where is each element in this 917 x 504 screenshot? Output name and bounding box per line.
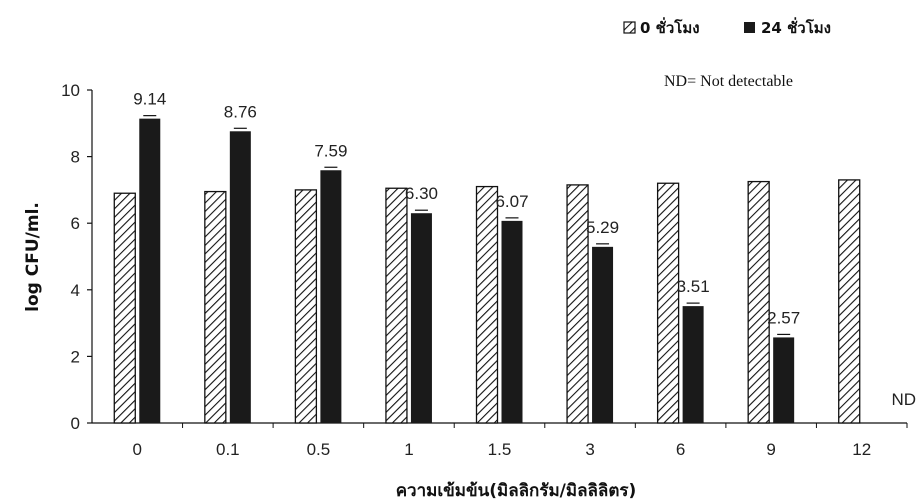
legend: 0 ชั่วโมง 24 ชั่วโมง	[623, 17, 831, 37]
bar-0h	[204, 190, 227, 424]
data-labels: 9.14 8.76 7.59 6.30 6.07 5.29 3.51 2.57 ND	[133, 90, 916, 409]
bar-24h	[682, 306, 704, 423]
x-tick-label: 0.5	[307, 440, 331, 459]
x-tick-label: 1.5	[488, 440, 512, 459]
bar-0h	[747, 180, 770, 424]
x-axis-title: ความเข้มข้น(มิลลิกรัม/มิลลิลิตร)	[396, 481, 637, 501]
y-tick-label: 4	[71, 281, 80, 300]
y-tick-label: 10	[61, 81, 80, 100]
data-label-24h: 8.76	[224, 102, 257, 121]
bar-24h	[410, 213, 432, 423]
bar-0h	[113, 192, 136, 424]
data-label-24h: 3.51	[677, 277, 710, 296]
bar-24h	[139, 118, 161, 423]
x-tick-label: 3	[585, 440, 594, 459]
bar-24h	[592, 246, 614, 423]
legend-swatch-solid	[744, 22, 755, 33]
y-tick-label: 2	[71, 347, 80, 366]
data-label-24h: 6.07	[495, 192, 528, 211]
x-tick-label: 9	[766, 440, 775, 459]
x-tick-label: 6	[676, 440, 685, 459]
x-tick-label: 12	[852, 440, 871, 459]
data-label-24h: 9.14	[133, 90, 166, 109]
bar-0h	[475, 185, 499, 424]
y-tick-label: 6	[71, 214, 80, 233]
bar-0h	[385, 187, 408, 424]
y-axis-title: log CFU/ml.	[23, 202, 43, 312]
data-label-nd: ND	[891, 390, 916, 409]
legend-label-24h: 24 ชั่วโมง	[761, 17, 831, 37]
bar-0h	[838, 179, 861, 424]
data-label-24h: 2.57	[767, 308, 800, 327]
data-label-24h: 7.59	[314, 141, 347, 160]
y-ticks: 0 2 4 6 8 10	[61, 81, 92, 433]
bar-24h	[501, 220, 523, 423]
bar-0h	[656, 182, 680, 424]
bars	[113, 115, 861, 424]
legend-swatch-hatched	[623, 21, 636, 34]
data-label-24h: 6.30	[405, 184, 438, 203]
bar-24h	[320, 170, 342, 423]
y-tick-label: 0	[71, 414, 80, 433]
data-label-24h: 5.29	[586, 218, 619, 237]
x-tick-label: 0.1	[216, 440, 240, 459]
x-tick-label: 0	[133, 440, 142, 459]
bar-0h	[566, 184, 589, 424]
x-tick-label: 1	[404, 440, 413, 459]
y-tick-label: 8	[71, 148, 80, 167]
legend-label-0h: 0 ชั่วโมง	[640, 17, 700, 37]
bar-24h	[229, 131, 251, 424]
x-ticks: 0 0.1 0.5 1 1.5 3 6 9 12	[133, 423, 908, 459]
nd-note: ND= Not detectable	[664, 73, 793, 90]
bar-24h	[773, 337, 795, 423]
bar-0h	[294, 189, 318, 424]
